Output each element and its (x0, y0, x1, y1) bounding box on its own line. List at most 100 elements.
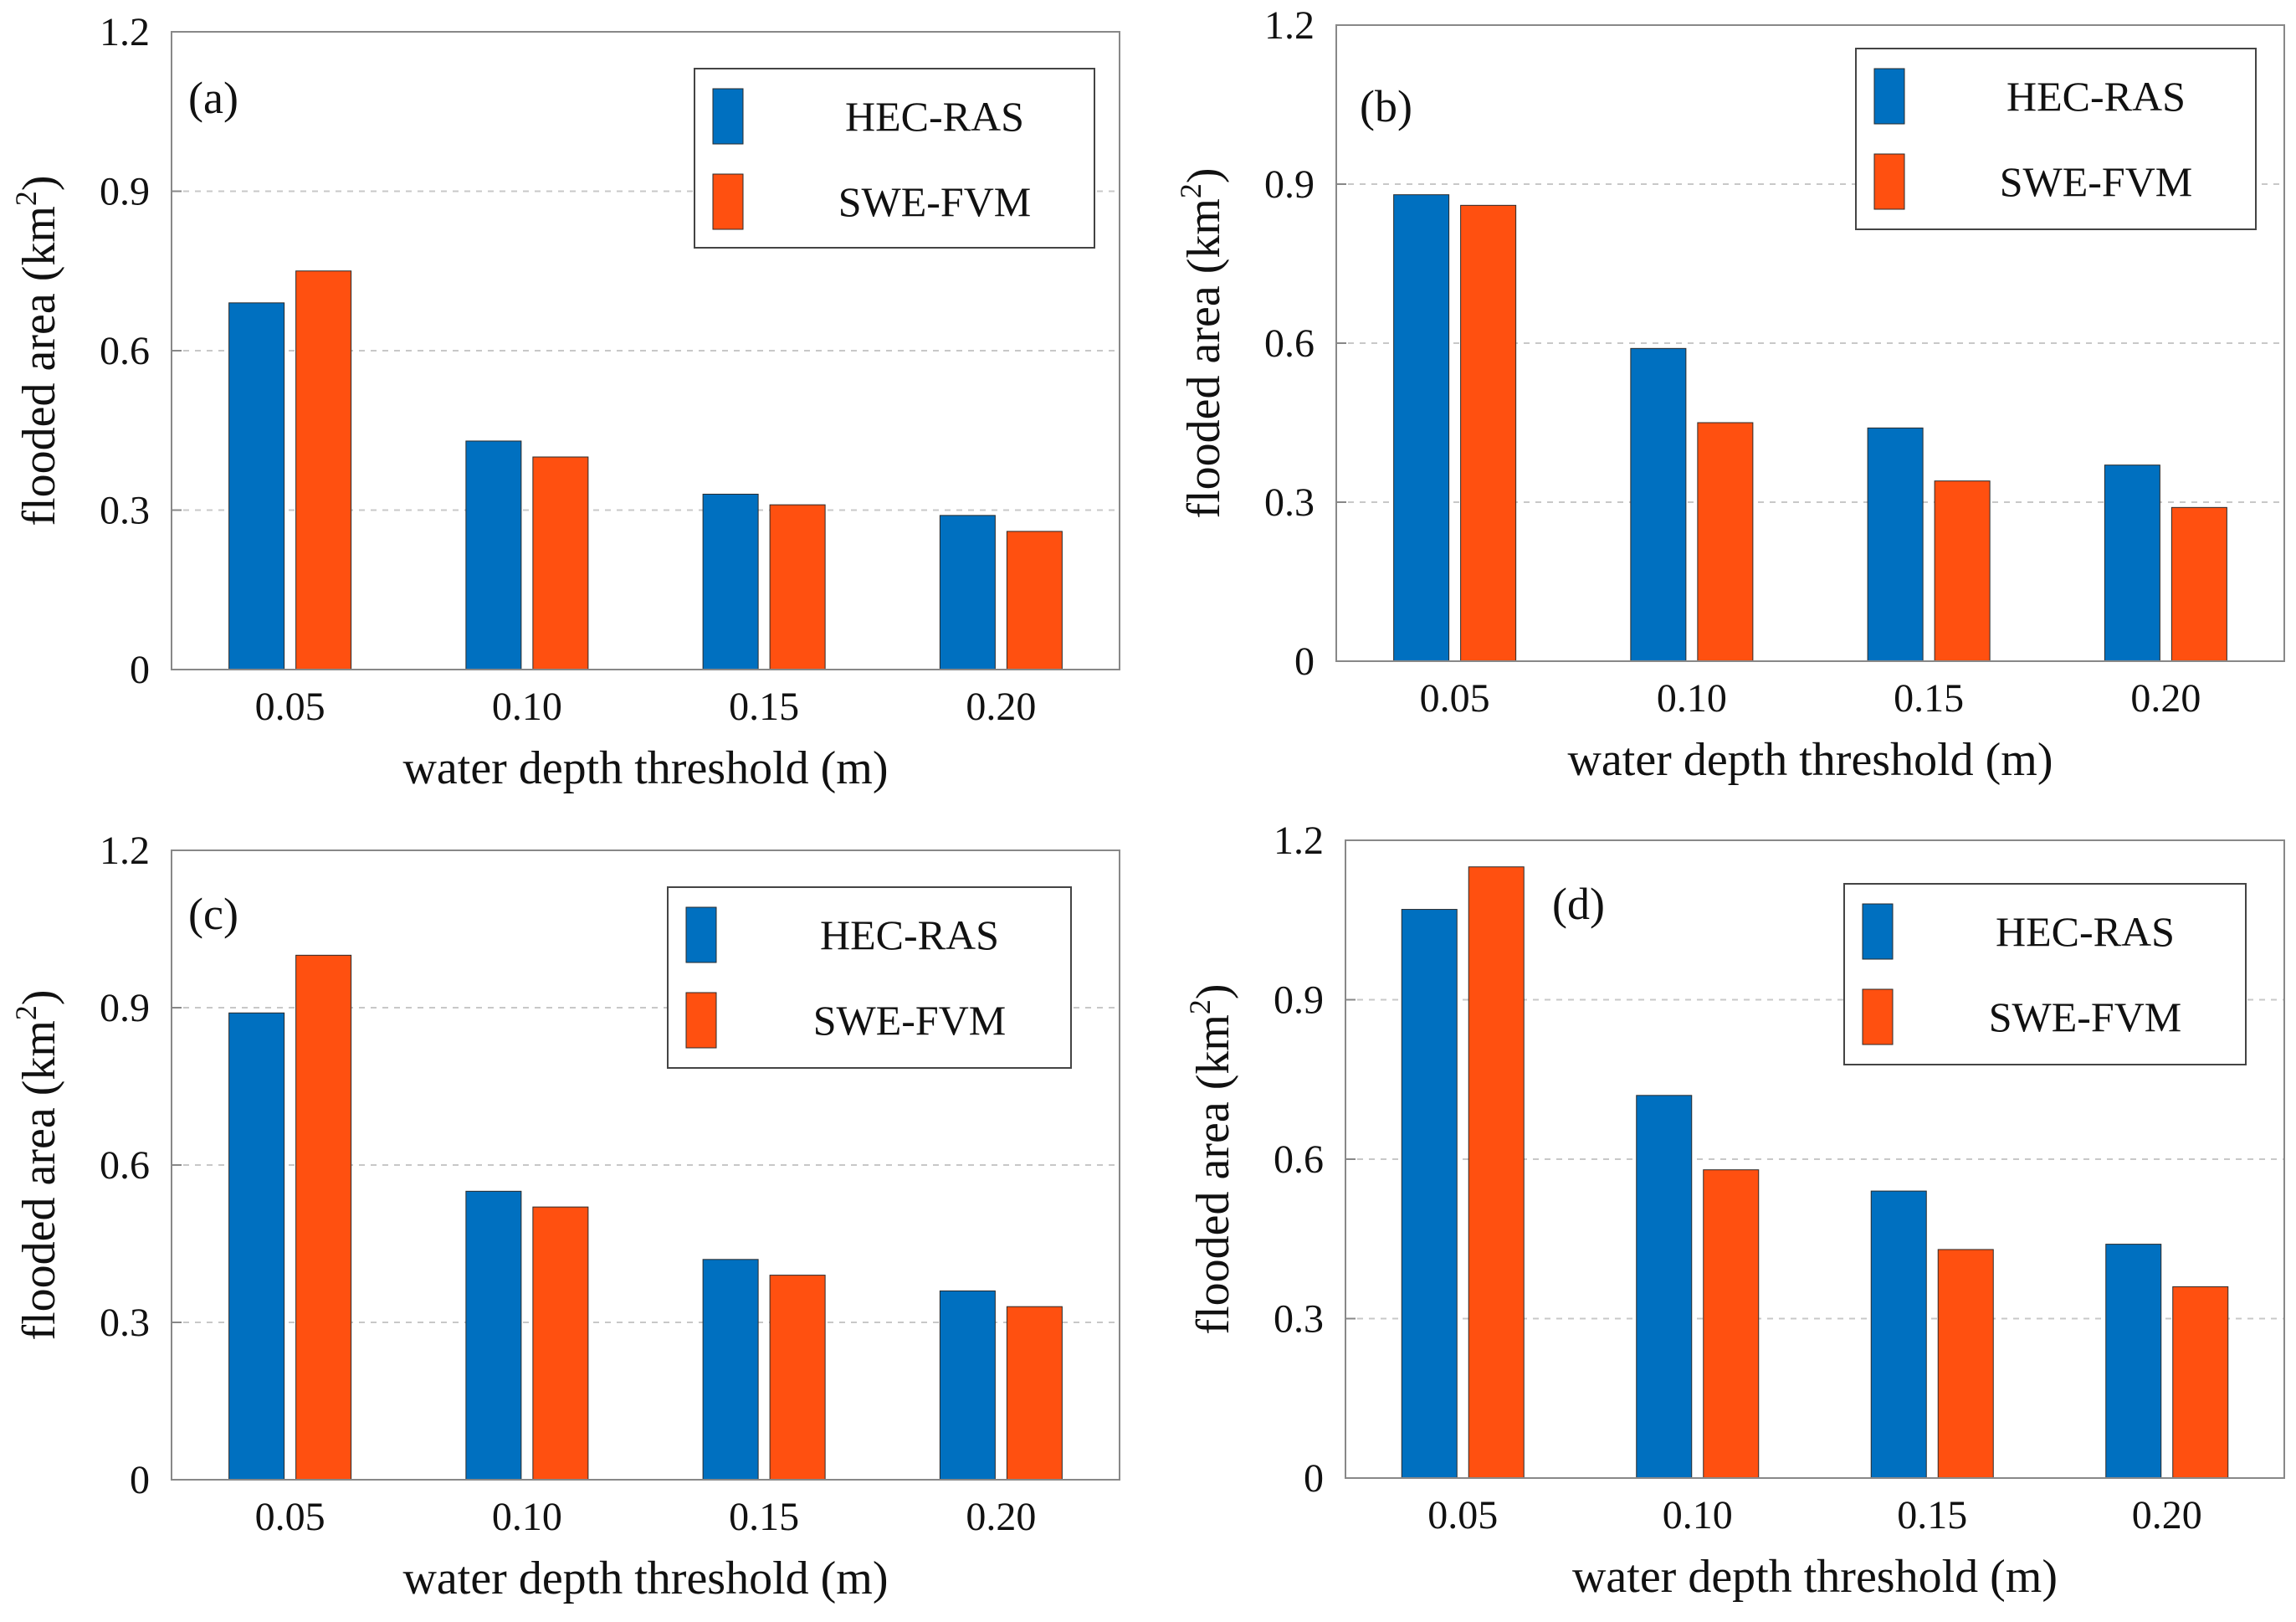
legend-box (667, 886, 1072, 1069)
y-tick-label: 0.6 (100, 329, 150, 373)
x-tick-label: 0.05 (1420, 676, 1490, 721)
chart-panel-b: 0 0.3 0.6 0.9 1.2 0.05 0.10 0.15 0.20 water depth… (1174, 3, 2285, 786)
y-axis-label-close: ) (13, 175, 65, 191)
bar-hec-ras-0.15 (1870, 1190, 1927, 1479)
x-tick-label: 0.10 (492, 685, 562, 729)
bar-swe-fvm-0.20 (1006, 531, 1063, 670)
legend: HEC-RAS SWE-FVM (1855, 48, 2257, 230)
bar-hec-ras-0.20 (2104, 465, 2160, 662)
legend-swatch-hec-ras (685, 906, 717, 963)
y-axis-label-close: ) (1178, 167, 1230, 183)
bar-swe-fvm-0.20 (2172, 1286, 2229, 1479)
legend-label-swe-fvm: SWE-FVM (813, 997, 1007, 1044)
bar-swe-fvm-0.10 (532, 456, 589, 670)
y-tick-label: 1.2 (100, 829, 150, 873)
x-axis-label: water depth threshold (m) (402, 742, 888, 794)
bar-swe-fvm-0.20 (2170, 506, 2227, 662)
y-tick-label: 0.3 (100, 489, 150, 533)
bar-swe-fvm-0.15 (769, 504, 826, 670)
legend-box (1855, 48, 2257, 230)
y-tick-label: 0.6 (1264, 321, 1315, 366)
bar-swe-fvm-0.05 (295, 270, 352, 670)
y-tick-label: 0 (1304, 1456, 1324, 1501)
y-tick-label: 0.3 (1274, 1297, 1324, 1342)
bar-swe-fvm-0.05 (1468, 866, 1525, 1479)
x-tick-label: 0.05 (255, 1495, 325, 1539)
y-axis-label-main: flooded area (km (1187, 1014, 1239, 1334)
y-axis-label: flooded area (km2) (1174, 167, 1230, 518)
bar-hec-ras-0.20 (2105, 1244, 2162, 1479)
y-tick-label: 0.6 (1274, 1137, 1324, 1182)
bar-swe-fvm-0.05 (295, 954, 352, 1481)
panel-label: (c) (188, 889, 238, 939)
legend: HEC-RAS SWE-FVM (694, 68, 1095, 249)
panel-label: (a) (188, 73, 238, 123)
bar-swe-fvm-0.10 (1697, 422, 1754, 662)
y-tick-label: 1.2 (100, 10, 150, 54)
x-tick-label: 0.20 (2130, 676, 2201, 721)
bar-swe-fvm-0.15 (1934, 480, 1991, 662)
y-tick-label: 1.2 (1264, 3, 1315, 48)
x-tick-label: 0.05 (255, 685, 325, 729)
bar-hec-ras-0.15 (1867, 427, 1924, 662)
x-axis-label: water depth threshold (m) (1567, 734, 2053, 786)
legend-box (1843, 883, 2247, 1065)
legend-box (694, 68, 1095, 249)
bar-swe-fvm-0.10 (1703, 1169, 1760, 1479)
y-axis-label-superscript: 2 (1183, 999, 1217, 1014)
legend-label-swe-fvm: SWE-FVM (1989, 993, 2182, 1040)
legend-label-hec-ras: HEC-RAS (2006, 73, 2186, 120)
y-tick-label: 0 (130, 1458, 150, 1502)
bar-swe-fvm-0.15 (769, 1275, 826, 1481)
bar-hec-ras-0.05 (228, 1012, 285, 1481)
y-axis-label-superscript: 2 (1174, 183, 1207, 198)
bar-hec-ras-0.05 (1401, 909, 1458, 1479)
x-tick-label: 0.10 (1663, 1493, 1733, 1537)
bar-hec-ras-0.20 (939, 515, 996, 670)
y-axis-label: flooded area (km2) (9, 175, 65, 526)
y-axis-label-main: flooded area (km (13, 206, 65, 526)
y-axis-label-close: ) (13, 989, 65, 1005)
y-tick-label: 0.9 (100, 986, 150, 1030)
bar-hec-ras-0.05 (228, 302, 285, 670)
x-tick-label: 0.10 (1657, 676, 1727, 721)
bar-hec-ras-0.10 (1636, 1095, 1693, 1479)
x-tick-label: 0.15 (1894, 676, 1964, 721)
y-axis-label-close: ) (1187, 983, 1239, 999)
x-tick-label: 0.15 (1897, 1493, 1967, 1537)
y-axis-label: flooded area (km2) (9, 989, 65, 1340)
bar-hec-ras-0.15 (702, 1259, 759, 1481)
y-tick-label: 0.9 (1274, 978, 1324, 1023)
bar-hec-ras-0.10 (1630, 347, 1687, 662)
y-tick-label: 0.9 (100, 170, 150, 214)
panel-label: (d) (1552, 879, 1605, 929)
x-tick-label: 0.15 (729, 685, 799, 729)
legend-swatch-swe-fvm (685, 992, 717, 1049)
legend-label-hec-ras: HEC-RAS (820, 911, 999, 958)
bar-swe-fvm-0.10 (532, 1206, 589, 1481)
legend: HEC-RAS SWE-FVM (1843, 883, 2247, 1065)
y-tick-label: 0.3 (100, 1301, 150, 1345)
panel-label: (b) (1360, 81, 1412, 131)
y-tick-label: 0.6 (100, 1143, 150, 1188)
bar-hec-ras-0.05 (1393, 194, 1450, 662)
x-tick-label: 0.20 (966, 685, 1036, 729)
y-axis-label-main: flooded area (km (13, 1020, 65, 1340)
x-tick-label: 0.15 (729, 1495, 799, 1539)
y-tick-label: 0 (1294, 639, 1315, 684)
y-axis-label: flooded area (km2) (1183, 983, 1239, 1334)
bar-swe-fvm-0.20 (1006, 1306, 1063, 1481)
legend-swatch-swe-fvm (1873, 153, 1905, 210)
bar-hec-ras-0.10 (465, 1190, 522, 1481)
legend-swatch-hec-ras (1862, 903, 1894, 960)
x-tick-label: 0.20 (966, 1495, 1036, 1539)
chart-panel-c: 0 0.3 0.6 0.9 1.2 0.05 0.10 0.15 0.20 water depth… (9, 829, 1120, 1604)
y-axis-label-main: flooded area (km (1178, 198, 1230, 518)
bar-hec-ras-0.15 (702, 493, 759, 670)
bar-hec-ras-0.20 (939, 1290, 996, 1481)
legend-label-hec-ras: HEC-RAS (845, 93, 1024, 140)
y-axis-label-superscript: 2 (9, 1005, 43, 1020)
x-axis-label: water depth threshold (m) (1572, 1551, 2058, 1603)
legend-label-hec-ras: HEC-RAS (1996, 908, 2175, 955)
chart-panel-a: 0 0.3 0.6 0.9 1.2 0.05 0.10 0.15 0.20 water depth… (9, 10, 1120, 794)
